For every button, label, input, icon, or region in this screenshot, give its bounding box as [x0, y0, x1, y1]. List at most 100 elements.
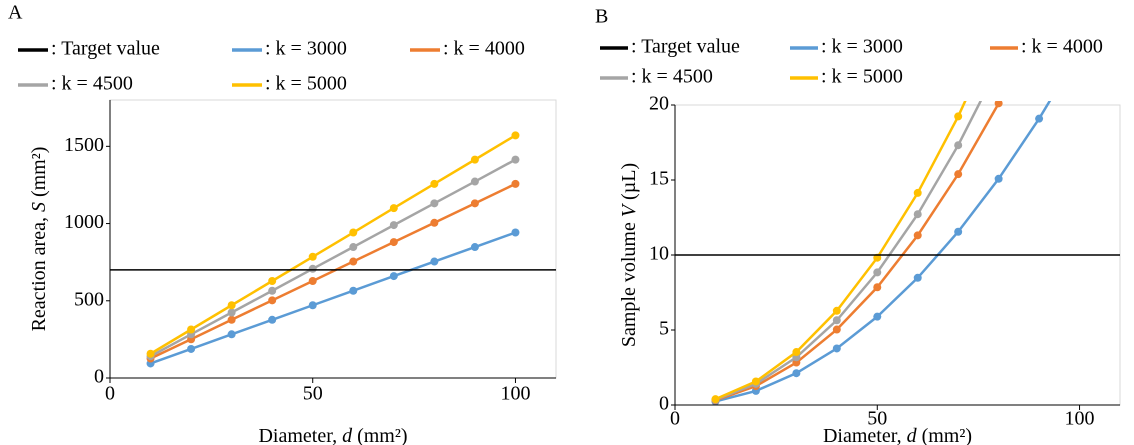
- y-axis-label-part: (µL): [618, 163, 640, 205]
- series-line: [149, 134, 517, 355]
- series-line: [715, 101, 1002, 402]
- x-axis-label-part: Diameter,: [823, 425, 907, 445]
- x-axis-label: Diameter, d (mm²): [258, 425, 407, 445]
- plot: [711, 19, 1052, 406]
- y-tick-label: 0: [94, 366, 104, 388]
- y-tick-label: 1000: [64, 211, 104, 233]
- point: [470, 199, 479, 208]
- point: [430, 218, 439, 227]
- legend-label: : k = 5000: [821, 66, 903, 88]
- point: [187, 344, 196, 353]
- point: [268, 315, 277, 324]
- point: [146, 349, 155, 358]
- point: [1035, 19, 1043, 27]
- point: [954, 170, 963, 179]
- x-tick-label: 50: [867, 408, 887, 430]
- x-axis-label-part: (mm²): [352, 425, 407, 445]
- point: [994, 174, 1003, 183]
- legend-label: : k = 3000: [265, 38, 347, 60]
- y-axis-label: Reaction area, S (mm²): [28, 147, 50, 332]
- point: [268, 286, 277, 295]
- point: [349, 243, 358, 252]
- point: [511, 131, 520, 140]
- y-axis-label: Sample volume V (µL): [618, 163, 640, 347]
- point: [954, 227, 963, 236]
- x-tick-label: 100: [500, 383, 530, 405]
- point: [227, 301, 236, 310]
- x-tick-label: 0: [105, 383, 115, 405]
- point: [470, 243, 479, 252]
- point: [349, 257, 358, 266]
- point: [511, 155, 520, 164]
- point: [389, 238, 398, 247]
- x-tick-label: 100: [1065, 408, 1095, 430]
- point: [308, 252, 317, 261]
- panel-label: A: [8, 2, 23, 24]
- point: [913, 273, 922, 282]
- x-tick-label: 50: [303, 383, 323, 405]
- point: [913, 231, 922, 240]
- point: [832, 344, 841, 353]
- series-line: [715, 101, 1052, 403]
- legend-label: : k = 5000: [265, 73, 347, 95]
- series-line: [149, 158, 517, 358]
- point: [349, 286, 358, 295]
- y-tick-label: 15: [649, 168, 669, 190]
- series-line: [714, 101, 967, 401]
- point: [954, 112, 963, 121]
- point: [751, 377, 760, 386]
- point: [268, 296, 277, 305]
- point: [187, 325, 196, 334]
- point: [792, 348, 801, 357]
- legend-label: : k = 4000: [443, 38, 525, 60]
- point: [227, 330, 236, 339]
- point: [389, 272, 398, 281]
- plot-frame: [109, 99, 557, 379]
- series-line: [150, 182, 516, 360]
- point: [832, 306, 841, 315]
- point: [913, 188, 922, 197]
- point: [430, 179, 439, 188]
- point: [308, 301, 317, 310]
- series-line: [714, 101, 983, 401]
- legend-label: : k = 4000: [1021, 36, 1103, 58]
- point: [227, 315, 236, 324]
- legend-label: : k = 4500: [631, 66, 713, 88]
- point: [792, 369, 801, 378]
- point: [995, 24, 1003, 32]
- point: [954, 141, 963, 150]
- x-axis-label-part: d: [907, 425, 918, 445]
- point: [873, 268, 882, 277]
- legend-label: : Target value: [631, 36, 740, 58]
- point: [995, 62, 1003, 70]
- point: [711, 395, 720, 404]
- y-tick-label: 5: [659, 318, 669, 340]
- point: [913, 210, 922, 219]
- point: [873, 283, 882, 292]
- point: [994, 101, 1003, 108]
- point: [349, 228, 358, 237]
- y-tick-label: 500: [74, 288, 104, 310]
- x-axis-label-part: d: [342, 425, 353, 445]
- point: [832, 316, 841, 325]
- point: [832, 325, 841, 334]
- legend-label: : Target value: [51, 38, 160, 60]
- y-tick-label: 20: [649, 93, 669, 115]
- point: [227, 308, 236, 317]
- x-axis-label-part: (mm²): [917, 425, 972, 445]
- y-axis-label-part: S: [28, 202, 50, 212]
- panel-label: B: [595, 6, 608, 28]
- legend-label: : k = 3000: [821, 36, 903, 58]
- point: [470, 155, 479, 164]
- y-tick-label: 10: [649, 243, 669, 265]
- y-tick-label: 0: [659, 393, 669, 415]
- point: [511, 228, 520, 237]
- y-axis-label-part: Reaction area,: [28, 212, 50, 331]
- point: [470, 177, 479, 186]
- x-axis-label: Diameter, d (mm²): [823, 425, 972, 445]
- point: [308, 277, 317, 286]
- y-axis-label-part: Sample volume: [618, 217, 640, 347]
- point: [511, 179, 520, 188]
- x-tick-label: 0: [670, 408, 680, 430]
